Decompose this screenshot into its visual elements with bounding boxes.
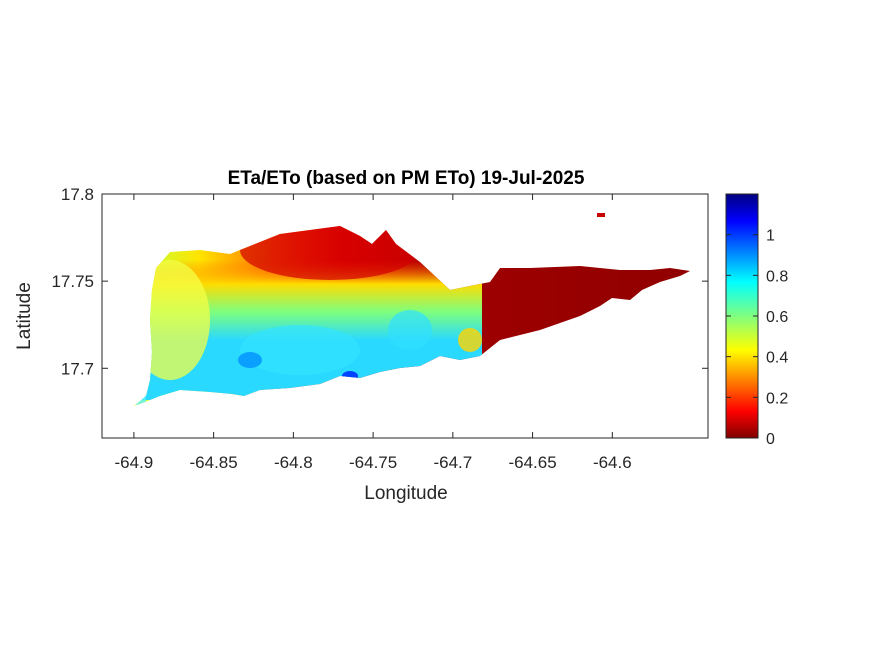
colorbar-tick-label: 0 [766,431,775,448]
raster-blue-patch [238,352,262,368]
colorbar [725,193,759,439]
colorbar-tick-label: 0.2 [766,390,788,407]
x-tick-label: -64.6 [593,453,632,472]
raster-yellow-tip [458,328,482,352]
raster-central-cyan [240,325,360,375]
colorbar-tick-label: 0.6 [766,309,788,326]
x-axis-ticks: -64.9 -64.85 -64.8 -64.75 -64.7 -64.65 -64.6 [115,194,632,472]
x-tick-label: -64.75 [349,453,397,472]
colorbar-tick-label: 0.8 [766,268,788,285]
y-axis-label: Latitude [14,282,35,350]
x-tick-label: -64.7 [433,453,472,472]
x-tick-label: -64.85 [190,453,238,472]
x-axis-label: Longitude [364,483,447,504]
x-tick-label: -64.9 [115,453,154,472]
y-axis-ticks: 17.7 17.75 17.8 [51,185,708,378]
colorbar-tick-label: 0.4 [766,350,788,367]
raster-east-cyan [388,310,432,350]
offshore-cay [597,213,605,217]
colorbar-ticks: 0 0.2 0.4 0.6 0.8 1 [726,228,788,448]
y-tick-label: 17.7 [61,359,94,378]
y-tick-label: 17.8 [61,185,94,204]
x-tick-label: -64.8 [274,453,313,472]
colorbar-tick-label: 1 [766,228,775,245]
y-tick-label: 17.75 [51,272,94,291]
x-tick-label: -64.65 [508,453,556,472]
chart-title: ETa/ETo (based on PM ETo) 19-Jul-2025 [228,168,585,189]
